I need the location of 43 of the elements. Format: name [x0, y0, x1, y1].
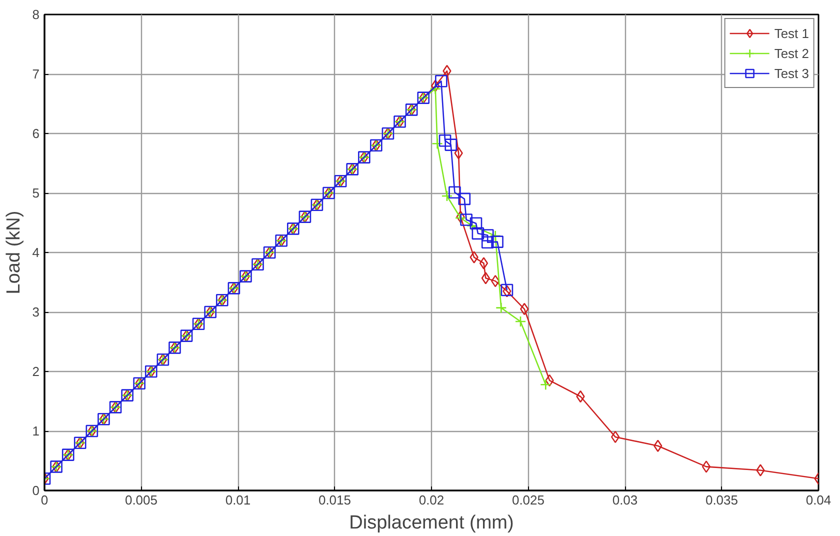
x-axis-title: Displacement (mm)	[349, 512, 514, 534]
x-tick-label: 0.015	[318, 492, 352, 508]
point	[438, 134, 452, 147]
legend-label: Test 1	[774, 26, 809, 40]
x-tick-label: 0.035	[705, 492, 738, 508]
point	[481, 236, 494, 249]
point	[460, 214, 472, 226]
x-tick-label: 0.025	[512, 492, 545, 508]
y-tick-label: 4	[32, 245, 40, 260]
point	[496, 302, 507, 314]
point	[448, 186, 461, 199]
y-tick-label: 0	[32, 483, 40, 498]
point	[756, 464, 765, 476]
point	[479, 257, 488, 270]
point	[702, 460, 711, 473]
y-tick-label: 3	[32, 304, 40, 320]
x-tick-label: 0.005	[124, 492, 158, 508]
x-tick-label: 0.03	[612, 492, 638, 508]
point	[491, 236, 504, 248]
point	[514, 316, 526, 328]
y-tick-label: 1	[32, 424, 40, 438]
point	[472, 227, 484, 240]
legend-label: Test 2	[774, 46, 809, 60]
point	[444, 138, 457, 151]
point	[435, 74, 448, 88]
point	[470, 251, 478, 264]
x-tick-label: 0.02	[418, 492, 444, 508]
point	[430, 83, 442, 95]
y-axis-title: Load (kN)	[3, 210, 24, 294]
x-tick-label: 0.01	[225, 492, 251, 508]
point	[441, 190, 453, 202]
point	[432, 138, 443, 150]
point	[481, 229, 494, 242]
legend-label: Test 3	[774, 66, 809, 80]
y-tick-label: 6	[32, 126, 40, 141]
y-tick-label: 2	[32, 364, 40, 379]
y-tick-label: 7	[32, 66, 40, 82]
y-tick-label: 8	[32, 7, 40, 22]
point	[458, 192, 471, 206]
y-tick-label: 5	[32, 186, 40, 200]
x-tick-label: 0.04	[806, 492, 832, 508]
point	[470, 217, 482, 230]
point	[540, 378, 552, 390]
